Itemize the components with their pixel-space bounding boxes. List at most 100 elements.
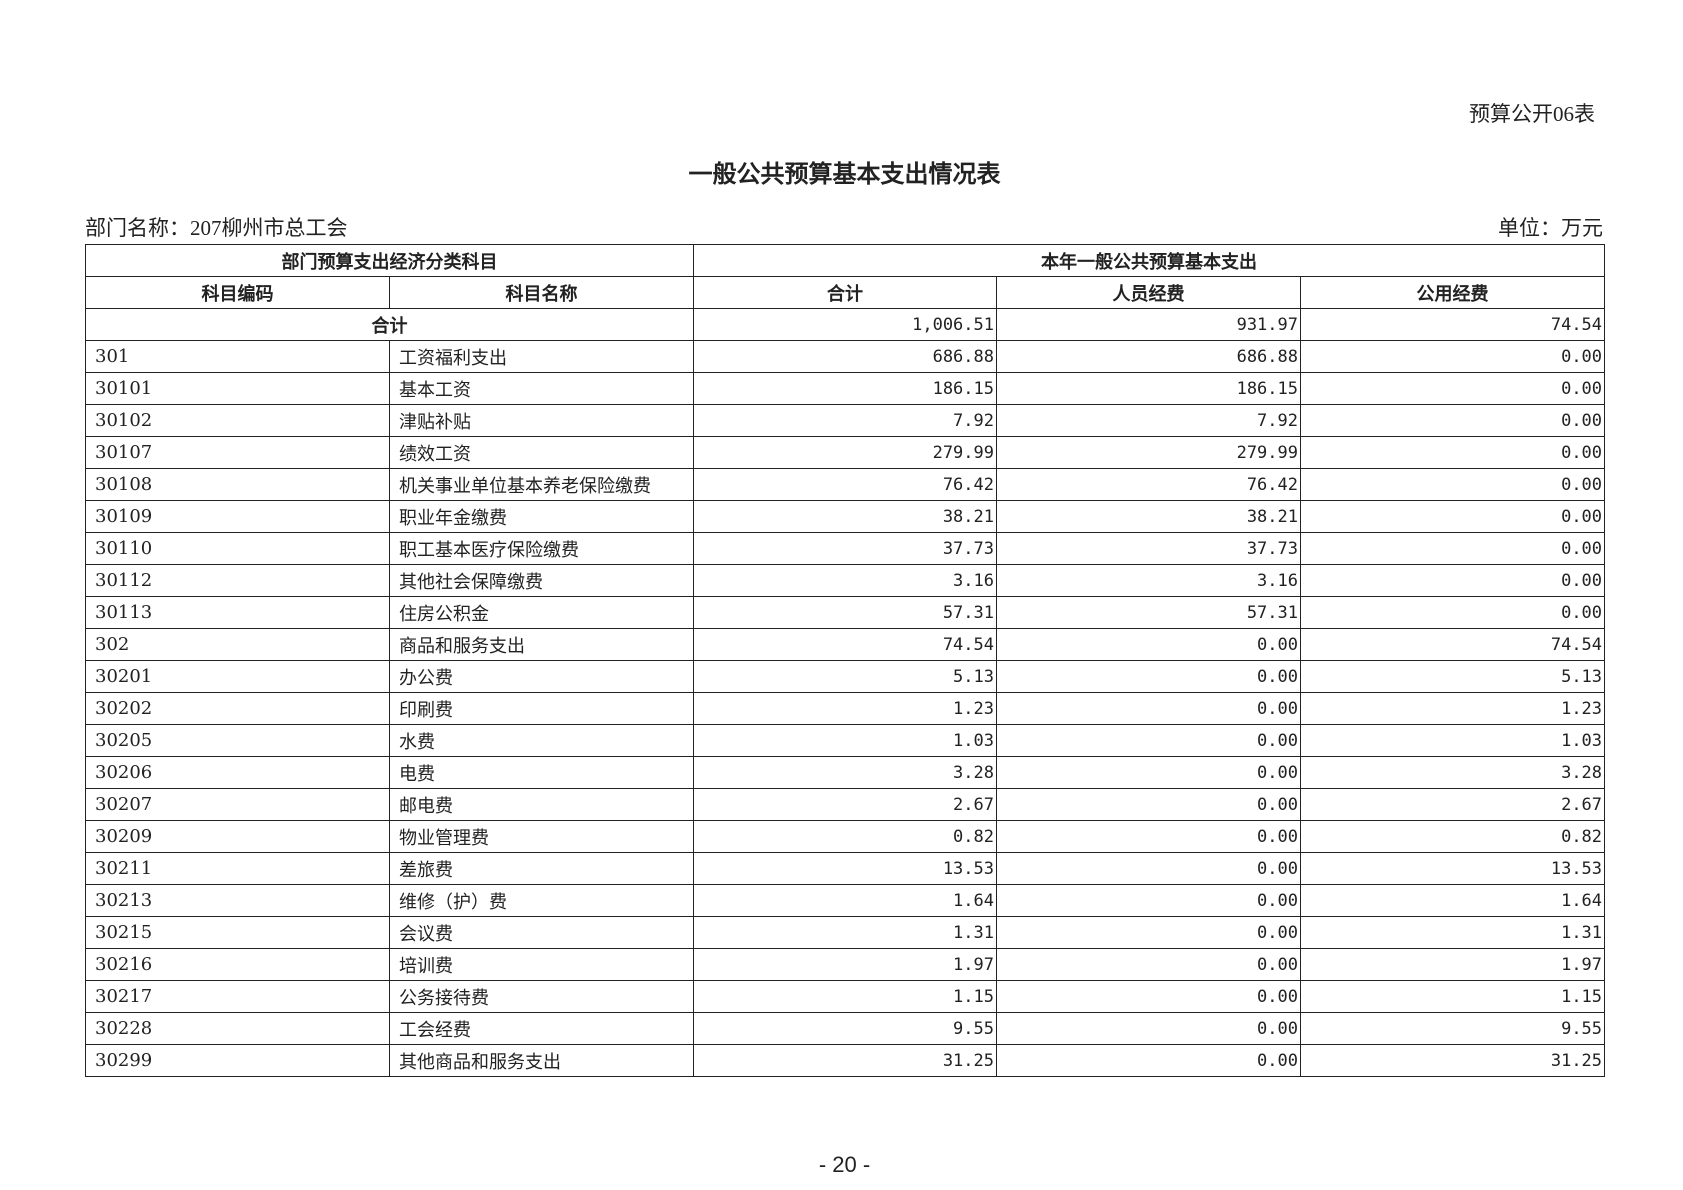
cell-code: 30205 [85,724,390,757]
cell-public: 5.13 [1299,660,1606,693]
cell-total: 279.99 [693,436,997,469]
total-total: 1,006.51 [693,308,997,341]
table-row: 30216 培训费 1.97 0.00 1.97 [85,948,1606,981]
cell-code: 30102 [85,404,390,437]
cell-total: 74.54 [693,628,997,661]
cell-public: 31.25 [1299,1044,1606,1077]
table-row: 30101 基本工资 186.15 186.15 0.00 [85,372,1606,405]
table-row: 30299 其他商品和服务支出 31.25 0.00 31.25 [85,1044,1606,1077]
cell-total: 1.15 [693,980,997,1013]
cell-personnel: 686.88 [996,340,1301,373]
table-row: 301 工资福利支出 686.88 686.88 0.00 [85,340,1606,373]
cell-name: 津贴补贴 [389,404,694,437]
cell-public: 1.23 [1299,692,1606,725]
cell-name: 机关事业单位基本养老保险缴费 [389,468,694,501]
table-row: 30102 津贴补贴 7.92 7.92 0.00 [85,404,1606,437]
header-row: 科目编码 科目名称 合计 人员经费 公用经费 [85,276,1606,309]
cell-name: 绩效工资 [389,436,694,469]
cell-code: 30213 [85,884,390,917]
unit-label: 单位：万元 [1498,216,1603,240]
cell-total: 686.88 [693,340,997,373]
cell-personnel: 0.00 [996,628,1301,661]
cell-total: 1.03 [693,724,997,757]
cell-personnel: 57.31 [996,596,1301,629]
cell-code: 30299 [85,1044,390,1077]
cell-name: 商品和服务支出 [389,628,694,661]
table-row: 30206 电费 3.28 0.00 3.28 [85,756,1606,789]
cell-total: 3.28 [693,756,997,789]
cell-personnel: 0.00 [996,660,1301,693]
cell-code: 30109 [85,500,390,533]
cell-public: 0.00 [1299,404,1606,437]
cell-personnel: 0.00 [996,980,1301,1013]
cell-personnel: 76.42 [996,468,1301,501]
table-row: 30213 维修（护）费 1.64 0.00 1.64 [85,884,1606,917]
cell-public: 0.00 [1299,564,1606,597]
cell-public: 74.54 [1299,628,1606,661]
cell-name: 其他社会保障缴费 [389,564,694,597]
cell-personnel: 37.73 [996,532,1301,565]
header-public: 公用经费 [1299,276,1606,309]
total-row: 合计 1,006.51 931.97 74.54 [85,308,1606,341]
table-row: 30217 公务接待费 1.15 0.00 1.15 [85,980,1606,1013]
header-personnel: 人员经费 [996,276,1301,309]
total-personnel: 931.97 [996,308,1301,341]
cell-total: 2.67 [693,788,997,821]
table-row: 30215 会议费 1.31 0.00 1.31 [85,916,1606,949]
cell-name: 工会经费 [389,1012,694,1045]
table-row: 30201 办公费 5.13 0.00 5.13 [85,660,1606,693]
header-code: 科目编码 [85,276,390,309]
cell-public: 0.00 [1299,340,1606,373]
cell-total: 37.73 [693,532,997,565]
table-row: 30207 邮电费 2.67 0.00 2.67 [85,788,1606,821]
page-title: 一般公共预算基本支出情况表 [688,159,1001,188]
table-row: 30202 印刷费 1.23 0.00 1.23 [85,692,1606,725]
cell-code: 30101 [85,372,390,405]
cell-public: 1.03 [1299,724,1606,757]
cell-total: 13.53 [693,852,997,885]
cell-name: 维修（护）费 [389,884,694,917]
budget-table: 部门预算支出经济分类科目 本年一般公共预算基本支出 科目编码 科目名称 合计 人… [85,244,1606,1077]
cell-code: 301 [85,340,390,373]
cell-code: 30201 [85,660,390,693]
header-total: 合计 [693,276,997,309]
cell-public: 0.00 [1299,532,1606,565]
table-row: 30107 绩效工资 279.99 279.99 0.00 [85,436,1606,469]
cell-personnel: 0.00 [996,1012,1301,1045]
cell-name: 其他商品和服务支出 [389,1044,694,1077]
cell-public: 3.28 [1299,756,1606,789]
cell-personnel: 0.00 [996,948,1301,981]
cell-code: 30107 [85,436,390,469]
cell-personnel: 0.00 [996,884,1301,917]
cell-personnel: 0.00 [996,916,1301,949]
cell-public: 0.00 [1299,596,1606,629]
cell-personnel: 7.92 [996,404,1301,437]
cell-code: 30207 [85,788,390,821]
page-number: - 20 - [818,1152,871,1177]
cell-code: 30112 [85,564,390,597]
cell-name: 水费 [389,724,694,757]
cell-code: 30113 [85,596,390,629]
cell-public: 0.00 [1299,372,1606,405]
cell-name: 物业管理费 [389,820,694,853]
cell-personnel: 279.99 [996,436,1301,469]
cell-code: 30202 [85,692,390,725]
cell-personnel: 186.15 [996,372,1301,405]
header-group-right: 本年一般公共预算基本支出 [692,244,1606,277]
table-row: 30110 职工基本医疗保险缴费 37.73 37.73 0.00 [85,532,1606,565]
cell-name: 印刷费 [389,692,694,725]
cell-total: 1.31 [693,916,997,949]
cell-total: 31.25 [693,1044,997,1077]
cell-public: 1.31 [1299,916,1606,949]
header-name: 科目名称 [389,276,694,309]
cell-code: 30209 [85,820,390,853]
cell-total: 1.23 [693,692,997,725]
header-group-row: 部门预算支出经济分类科目 本年一般公共预算基本支出 [85,244,1606,277]
table-row: 30205 水费 1.03 0.00 1.03 [85,724,1606,757]
total-public: 74.54 [1299,308,1606,341]
total-label: 合计 [85,308,694,341]
cell-public: 0.00 [1299,500,1606,533]
department-name: 部门名称：207柳州市总工会 [85,216,348,240]
cell-code: 30217 [85,980,390,1013]
cell-public: 13.53 [1299,852,1606,885]
